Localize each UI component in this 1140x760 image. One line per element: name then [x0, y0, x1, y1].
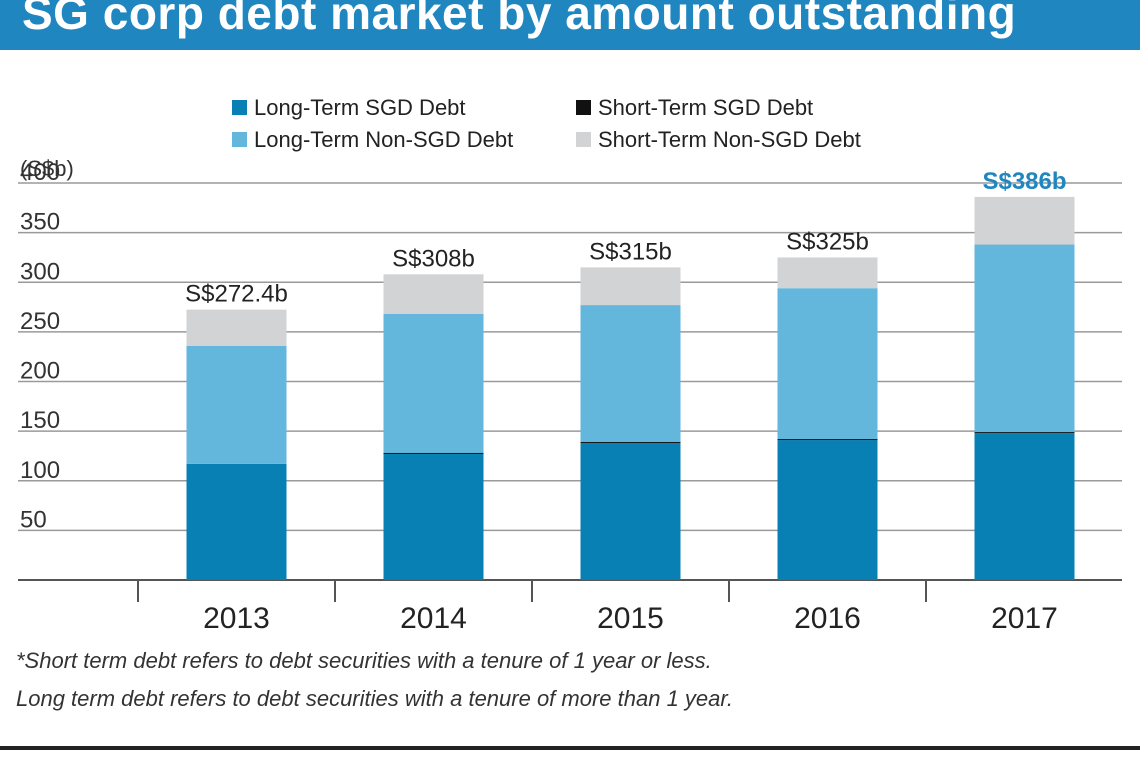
bottom-rule	[0, 746, 1140, 750]
bar-total-label: S$386b	[982, 168, 1066, 195]
chart-title: SG corp debt market by amount outstandin…	[22, 0, 1017, 39]
y-tick-label: 200	[20, 358, 60, 385]
bar-segment	[383, 453, 484, 580]
y-tick-label: 250	[20, 308, 60, 335]
bar-total-label: S$308b	[392, 245, 475, 272]
bar-segment	[580, 443, 681, 580]
bar-segment	[777, 257, 878, 289]
bar-segment	[580, 441, 681, 444]
legend-label: Long-Term SGD Debt	[254, 95, 466, 120]
x-tick-label: 2017	[991, 602, 1058, 635]
y-axis-label: (S$b)	[20, 156, 74, 181]
bar-segment	[974, 433, 1075, 580]
bar-segment	[186, 309, 287, 346]
bar-segment	[383, 274, 484, 315]
y-tick-label: 400	[20, 159, 60, 186]
x-tick-label: 2013	[203, 602, 270, 635]
x-tick-label: 2015	[597, 602, 664, 635]
bar-total-label: S$325b	[786, 228, 869, 255]
bar-total-label: S$272.4b	[185, 281, 288, 308]
bar-segment	[974, 196, 1075, 245]
legend-swatch	[576, 132, 591, 147]
legend-label: Short-Term Non-SGD Debt	[598, 127, 861, 152]
y-tick-label: 100	[20, 457, 60, 484]
bar-segment	[580, 267, 681, 306]
bar-segment	[974, 431, 1075, 434]
title-bar: SG corp debt market by amount outstandin…	[0, 0, 1140, 50]
bar-total-label: S$315b	[589, 238, 672, 265]
bar-segment	[186, 463, 287, 580]
x-tick-label: 2014	[400, 602, 467, 635]
legend-label: Short-Term SGD Debt	[598, 95, 813, 120]
legend-swatch	[232, 132, 247, 147]
legend-label: Long-Term Non-SGD Debt	[254, 127, 513, 152]
y-tick-label: 150	[20, 407, 60, 434]
stacked-bar-chart: 50 100 150 200 250 300 350 400(S$b) S$272.4b 2013…	[18, 95, 1122, 635]
bar-segment	[777, 440, 878, 580]
footnote-short-term: *Short term debt refers to debt securiti…	[16, 648, 712, 673]
legend-swatch	[576, 100, 591, 115]
bar-segment	[383, 452, 484, 454]
bar-segment	[777, 438, 878, 441]
y-tick-label: 50	[20, 506, 47, 533]
y-tick-label: 300	[20, 258, 60, 285]
footnote-long-term: Long term debt refers to debt securities…	[16, 686, 734, 711]
legend-swatch	[232, 100, 247, 115]
bar-segment	[777, 288, 878, 440]
y-tick-label: 350	[20, 209, 60, 236]
bar-segment	[383, 314, 484, 453]
bar-segment	[580, 305, 681, 443]
bar-segment	[974, 244, 1075, 433]
x-tick-label: 2016	[794, 602, 861, 635]
bar-segment	[186, 345, 287, 464]
